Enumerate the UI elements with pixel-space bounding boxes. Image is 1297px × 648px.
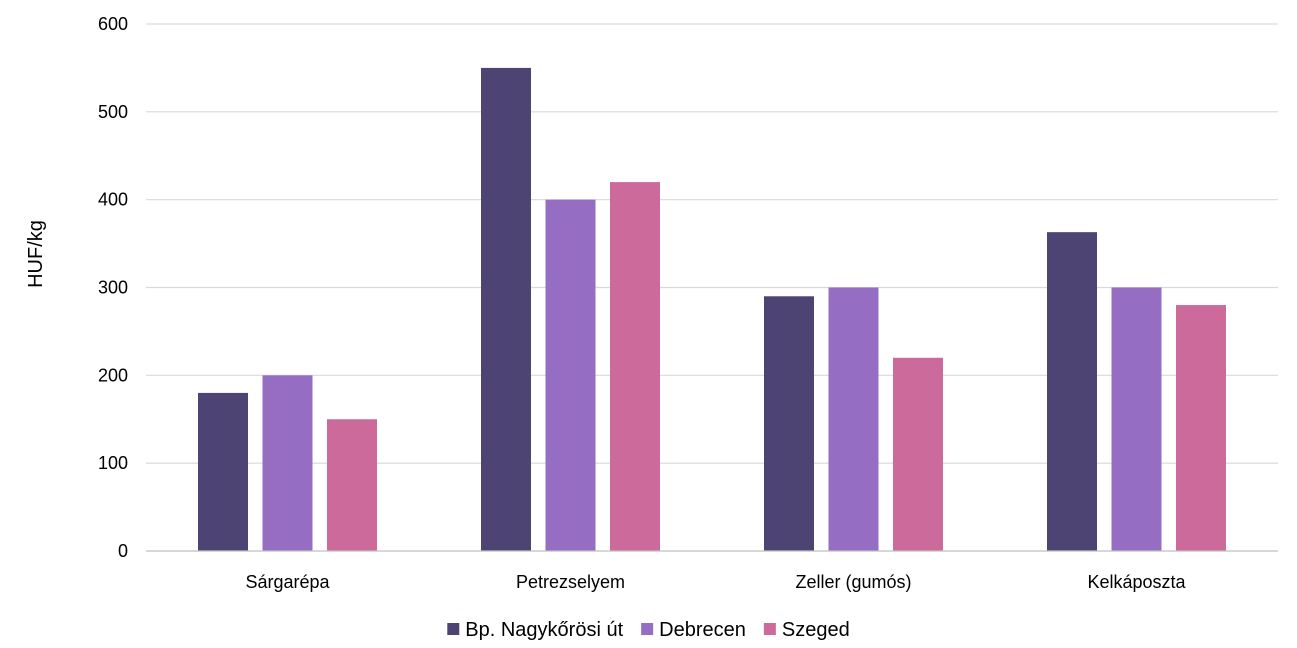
- axes: 0 100 200 300 400 500 600 Sárgarépa Petrezselyem…: [98, 14, 1278, 592]
- x-tick-label: Kelkáposzta: [1087, 572, 1186, 592]
- y-tick-label: 600: [98, 14, 128, 34]
- bar: [262, 375, 313, 551]
- y-tick-label: 500: [98, 102, 128, 122]
- bar: [1047, 232, 1097, 552]
- bar: [828, 287, 879, 551]
- y-tick-label: 300: [98, 278, 128, 298]
- bar: [893, 357, 943, 551]
- legend: Bp. Nagykőrösi út Debrecen Szeged: [447, 619, 850, 641]
- bar: [610, 182, 660, 551]
- bar: [327, 419, 377, 551]
- y-tick-label: 0: [118, 541, 128, 561]
- bar: [481, 67, 531, 552]
- y-tick-label: 400: [98, 190, 128, 210]
- bar: [545, 199, 596, 551]
- bar: [198, 392, 248, 551]
- y-tick-label: 200: [98, 365, 128, 385]
- y-tick-label: 100: [98, 453, 128, 473]
- legend-label: Szeged: [782, 619, 850, 641]
- bars: [198, 67, 1226, 552]
- gridlines: [146, 23, 1278, 464]
- legend-label: Bp. Nagykőrösi út: [465, 619, 623, 641]
- legend-label: Debrecen: [659, 619, 746, 641]
- bar: [764, 296, 814, 551]
- legend-swatch: [763, 623, 776, 635]
- x-tick-label: Zeller (gumós): [795, 572, 911, 592]
- bar: [1111, 287, 1162, 551]
- bar: [1176, 305, 1226, 551]
- legend-swatch: [447, 623, 460, 635]
- x-tick-label: Petrezselyem: [516, 572, 625, 592]
- legend-swatch: [641, 623, 654, 635]
- y-axis-title: HUF/kg: [25, 220, 47, 288]
- x-tick-label: Sárgarépa: [245, 572, 330, 592]
